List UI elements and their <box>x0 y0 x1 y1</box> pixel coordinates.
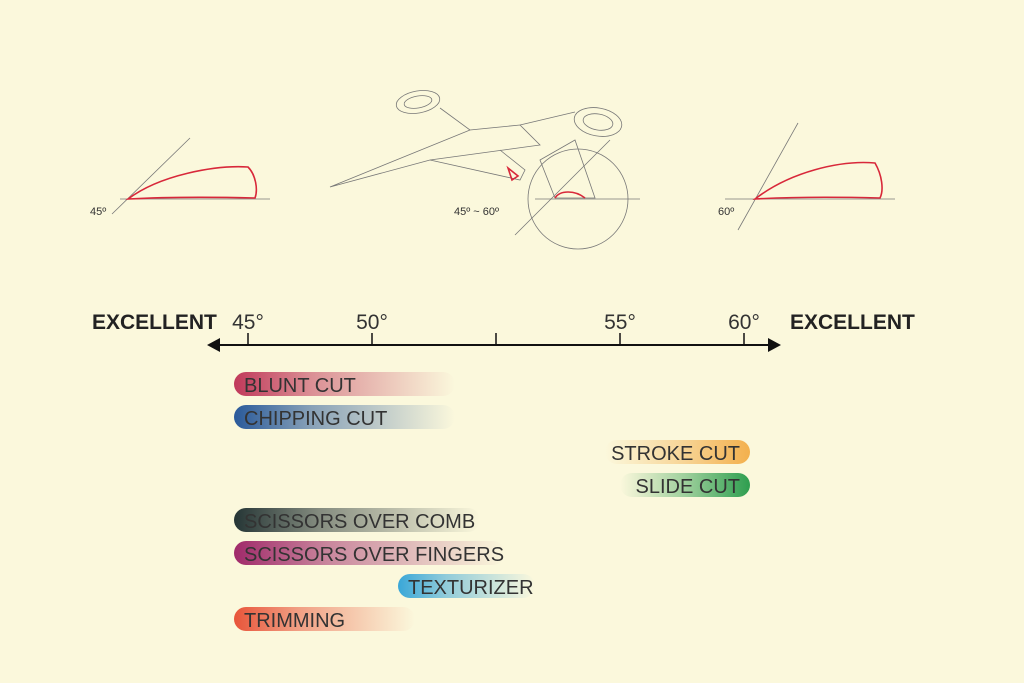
cut-label: SCISSORS OVER FINGERS <box>244 544 504 566</box>
cut-label: STROKE CUT <box>611 443 740 465</box>
scale-tick-label: 45° <box>232 311 264 334</box>
cut-bar <box>605 440 750 464</box>
scale-left-label: EXCELLENT <box>92 311 217 334</box>
angle-label: 60º <box>718 206 734 218</box>
cut-label: BLUNT CUT <box>244 375 356 397</box>
cut-bars: BLUNT CUT CHIPPING CUT STROKE CUT SLIDE CUT… <box>234 372 750 632</box>
cut-label: TRIMMING <box>244 610 345 632</box>
scissors-illustration: 45º ~ 60º <box>329 90 640 250</box>
scale-tick-label: 60° <box>728 311 760 334</box>
angle-label: 45º ~ 60º <box>454 206 499 218</box>
cut-bar <box>620 473 750 497</box>
cut-bar <box>234 541 505 565</box>
angle-label: 45º <box>90 206 106 218</box>
cut-label: SLIDE CUT <box>636 476 740 498</box>
angle-diagram-45: 45º <box>90 137 270 218</box>
scale-tick-label: 50° <box>356 311 388 334</box>
cut-label: SCISSORS OVER COMB <box>244 511 475 533</box>
cut-bar <box>234 372 455 396</box>
cut-label: CHIPPING CUT <box>244 408 387 430</box>
cut-bar <box>234 508 480 532</box>
cut-bar <box>398 574 535 598</box>
angle-diagram-60: 60º <box>718 122 895 231</box>
cut-bar <box>234 405 455 429</box>
scale-tick-label: 55° <box>604 311 636 334</box>
angle-scale: EXCELLENT EXCELLENT 45° 50° 55° 60° <box>92 311 915 352</box>
scale-right-label: EXCELLENT <box>790 311 915 334</box>
cut-bar <box>234 607 415 631</box>
cut-label: TEXTURIZER <box>408 577 534 599</box>
